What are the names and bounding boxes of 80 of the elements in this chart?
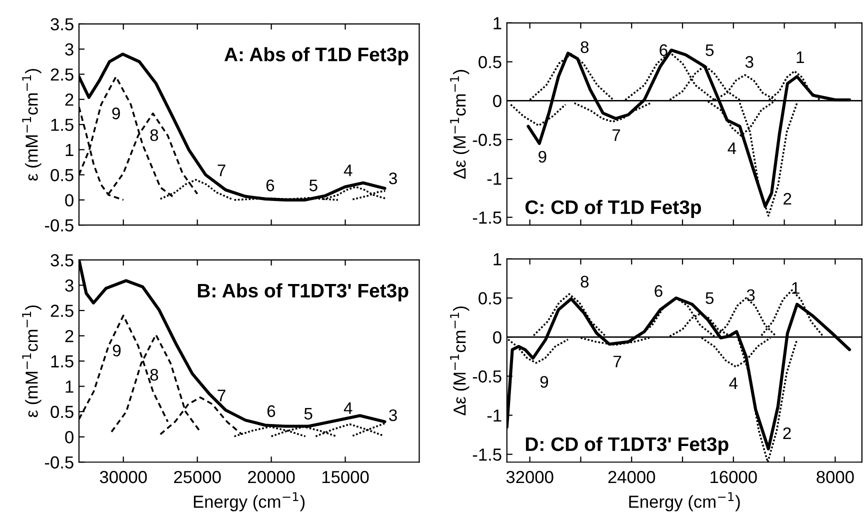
x-tick-label: 24000 (608, 470, 656, 484)
y-tick-label: 2 (65, 94, 74, 106)
y-tick-label: 2 (65, 330, 74, 342)
y-tick-label: -1.5 (472, 448, 502, 461)
annotation: 6 (660, 44, 668, 56)
text: D: CD of T1DT3' Fet3p (526, 436, 728, 455)
y-tick-label: 1 (494, 17, 502, 30)
y-tick-label: -0.5 (44, 219, 74, 232)
y-tick-label: -1 (487, 172, 502, 185)
y-tick-label: 1.5 (51, 118, 74, 131)
annotation: 3 (389, 172, 397, 184)
y-tick-label: 0.5 (478, 56, 502, 68)
y-tick-label: 0 (65, 194, 74, 206)
annotation: 8 (580, 41, 589, 54)
x-tick-label: 20000 (248, 470, 295, 484)
annotation: 6 (267, 405, 276, 418)
y-tick-label: 3 (65, 43, 74, 56)
text: A: Abs of T1D Fet3p (224, 47, 408, 66)
y-tick-label: -0.5 (44, 456, 74, 469)
annotation: 7 (614, 356, 622, 368)
annotation: 6 (654, 285, 662, 297)
x-axis-title: Energy (cm$^{−1}$) (629, 492, 740, 512)
y-tick-label: -1 (487, 410, 502, 422)
y-tick-label: 1 (494, 253, 502, 266)
y-tick-label: 0 (65, 431, 74, 444)
y-tick-label: 0.5 (478, 292, 502, 304)
y-tick-label: 0.5 (50, 406, 74, 418)
annotation: 9 (540, 376, 548, 388)
annotation: 8 (150, 368, 158, 381)
text: C: CD of T1D Fet3p (525, 200, 702, 218)
annotation: 4 (729, 378, 738, 390)
y-tick-label: 1 (66, 380, 74, 393)
x-tick-label: 25000 (174, 470, 221, 484)
x-tick-label: 30000 (100, 470, 147, 484)
y-tick-label: 2.5 (50, 304, 74, 317)
y-tick-label: 0 (493, 331, 502, 344)
y-tick-label: -0.5 (472, 134, 502, 146)
annotation: 3 (745, 56, 754, 68)
y-tick-label: 3.5 (50, 18, 74, 30)
y-tick-label: 3.5 (50, 254, 74, 266)
annotation: 2 (783, 427, 791, 440)
y-tick-label: 3 (65, 279, 74, 292)
y-tick-label: 2.5 (50, 68, 74, 81)
y-tick-label: 0 (493, 94, 502, 108)
annotation: 2 (784, 192, 792, 205)
annotation: 9 (538, 150, 546, 163)
annotation: 5 (309, 180, 318, 192)
annotation: 7 (218, 164, 226, 176)
y-tick-label: 0.5 (50, 168, 74, 182)
annotation: 6 (266, 180, 274, 192)
annotation: 5 (706, 44, 714, 56)
x-tick-label: 16000 (710, 470, 757, 484)
annotation: 9 (112, 344, 121, 356)
y-axis-title: ε (mM$^{−1}$cm$^{−1}$) (22, 306, 42, 418)
x-tick-label: 15000 (322, 470, 369, 484)
y-tick-label: 1 (66, 144, 74, 156)
text: B: Abs of T1DT3' Fet3p (198, 283, 408, 302)
annotation: 1 (796, 52, 804, 64)
annotation: 1 (792, 282, 800, 294)
y-tick-label: 1.5 (51, 355, 74, 368)
annotation: 8 (150, 129, 158, 142)
y-axis-title: Δε (M$^{−1}$cm$^{−1}$) (450, 70, 470, 179)
annotation: 7 (218, 390, 226, 402)
x-tick-label: 8000 (816, 470, 854, 484)
annotation: 4 (344, 164, 352, 176)
annotation: 3 (389, 409, 397, 422)
annotation: 4 (728, 142, 736, 154)
y-axis-title: Δε (M$^{−1}$cm$^{−1}$) (450, 306, 470, 416)
y-tick-label: -0.5 (472, 370, 502, 383)
x-axis-title: Energy (cm$^{−1}$) (194, 492, 305, 512)
x-tick-label: 32000 (506, 470, 554, 484)
annotation: 9 (112, 108, 120, 120)
annotation: 5 (706, 292, 714, 304)
annotation: 7 (612, 129, 620, 141)
annotation: 3 (746, 289, 755, 301)
annotation: 8 (580, 276, 589, 288)
annotation: 4 (344, 402, 352, 414)
y-tick-label: -1.5 (472, 212, 502, 224)
y-axis-title: ε (mM$^{−1}$cm$^{−1}$) (22, 68, 42, 181)
annotation: 5 (304, 408, 312, 420)
